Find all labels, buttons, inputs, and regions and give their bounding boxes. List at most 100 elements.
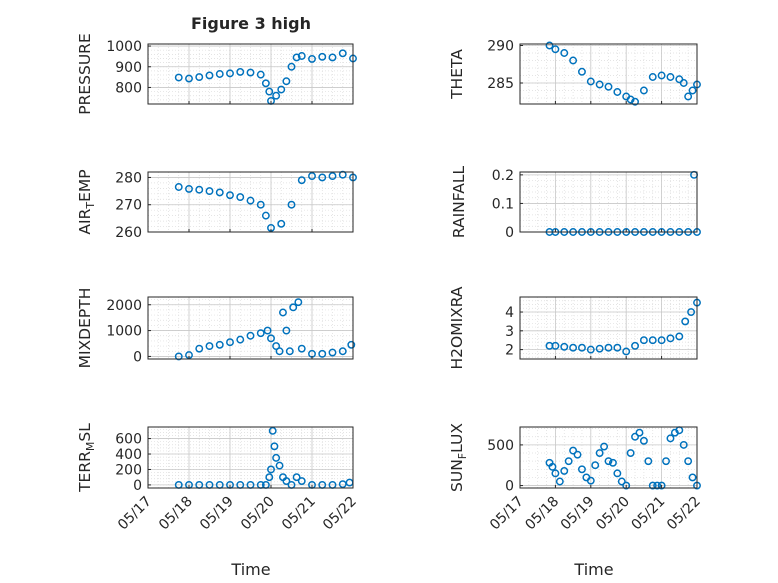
data-point [285, 347, 294, 356]
data-point [275, 347, 284, 356]
data-point [569, 56, 578, 65]
data-point [560, 342, 569, 351]
data-point [613, 88, 622, 96]
data-point [279, 308, 287, 317]
data-point [555, 477, 564, 486]
data-point [282, 477, 291, 486]
data-point [586, 77, 595, 86]
data-point [226, 69, 234, 78]
data-point [604, 343, 613, 352]
data-point [631, 97, 639, 106]
data-point [328, 172, 337, 181]
y-axis-label: AIRTEMP [76, 169, 97, 234]
data-point [289, 303, 298, 312]
data-point [272, 453, 281, 462]
panel-h2omixra: 2 3 4 H2OMIXRA [448, 286, 701, 370]
data-point [688, 86, 697, 95]
data-point [648, 73, 657, 81]
data-point [644, 457, 653, 466]
data-point [608, 458, 617, 467]
x-tick-label: 05/22 [320, 494, 360, 534]
data-point [267, 465, 275, 474]
y-axis-label-subscript: M [84, 442, 97, 452]
data-point [551, 469, 560, 478]
data-point [236, 67, 245, 76]
data-point [294, 298, 303, 307]
data-point [185, 74, 193, 83]
data-point [666, 73, 675, 81]
data-point [688, 473, 697, 482]
y-tick-label: 1000 [106, 39, 142, 55]
data-point [586, 476, 595, 485]
data-point [226, 338, 234, 347]
y-axis-label-subscript: F [456, 453, 469, 459]
data-point [174, 352, 183, 361]
data-point [648, 336, 657, 345]
y-tick-label: 285 [487, 76, 514, 92]
y-tick-label: 280 [115, 170, 142, 186]
data-point [573, 450, 582, 459]
data-point [292, 473, 301, 482]
data-point [657, 71, 666, 80]
data-point [657, 481, 666, 490]
data-point [622, 481, 631, 490]
data-point [578, 343, 586, 352]
y-tick-label: 260 [115, 225, 142, 241]
data-point [270, 442, 279, 451]
data-point [246, 331, 255, 340]
y-tick-label: 600 [115, 432, 142, 448]
data-point [246, 196, 255, 205]
data-point [185, 184, 193, 193]
y-axis-label-main: AIR [76, 208, 94, 234]
data-point [256, 200, 265, 209]
axes-box [519, 426, 698, 489]
data-point [297, 176, 306, 185]
y-axis-label: RAINFALL [450, 165, 468, 238]
data-point [613, 343, 622, 352]
data-point [263, 326, 272, 335]
data-point [681, 317, 690, 326]
data-point [261, 211, 270, 220]
axes-box [519, 171, 698, 233]
data-point [308, 172, 316, 181]
y-axis-label: MIXDEPTH [76, 288, 94, 369]
y-axis-label-main: MIXDEPTH [76, 288, 94, 369]
y-axis-label: SUNFLUX [448, 423, 469, 492]
data-point [256, 70, 265, 79]
data-point [256, 329, 265, 338]
data-point [215, 340, 224, 349]
data-point [347, 340, 356, 349]
panel-pressure: 800 900 1000 PRESSURE [76, 33, 357, 115]
x-axis-label-left: Time [230, 560, 270, 579]
y-tick-label: 0 [505, 225, 514, 241]
data-point [265, 473, 274, 482]
y-axis-label-main: THETA [448, 49, 466, 100]
data-point [318, 52, 327, 61]
data-point [205, 71, 214, 80]
data-point [684, 92, 693, 101]
x-tick-label: 05/17 [487, 494, 527, 534]
y-tick-label: 400 [115, 447, 142, 463]
data-point [277, 219, 286, 228]
axes-box [147, 426, 354, 489]
y-tick-label: 500 [487, 438, 514, 454]
y-axis-label-main: H2OMIXRA [448, 286, 466, 369]
y-tick-label: 200 [115, 462, 142, 478]
data-point [564, 457, 573, 466]
figure-title: Figure 3 high [191, 14, 311, 33]
y-tick-label: 0 [133, 349, 142, 365]
data-point [338, 49, 347, 58]
data-point [215, 70, 224, 78]
data-point [297, 477, 306, 486]
data-point [679, 79, 688, 87]
data-point [569, 446, 578, 455]
data-point [666, 334, 675, 343]
y-axis-label: H2OMIXRA [448, 286, 466, 369]
x-tick-label: 05/20 [593, 494, 633, 534]
data-point [613, 469, 622, 478]
data-point [626, 449, 635, 457]
y-tick-label: 290 [487, 39, 514, 55]
data-point [604, 82, 613, 91]
data-point [287, 200, 296, 209]
